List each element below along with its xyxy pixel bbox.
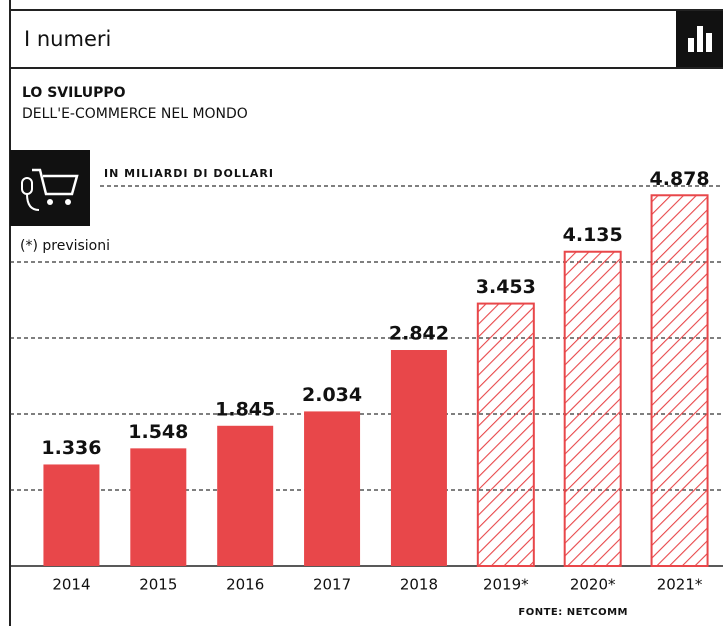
unit-label: IN MILIARDI DI DOLLARI bbox=[104, 167, 274, 180]
chart-subtitle: DELL'E-COMMERCE NEL MONDO bbox=[22, 106, 248, 122]
source: FONTE: NETCOMM bbox=[518, 607, 628, 618]
data-label: 1.336 bbox=[41, 437, 101, 459]
header-icon bbox=[676, 11, 723, 67]
bar bbox=[563, 250, 622, 568]
data-label: 1.548 bbox=[128, 421, 188, 443]
header: I numeri bbox=[24, 27, 111, 51]
bar bbox=[304, 411, 361, 566]
x-tick-label: 2015 bbox=[139, 576, 177, 594]
note: (*) previsioni bbox=[20, 238, 110, 254]
data-label: 2.034 bbox=[302, 384, 362, 406]
data-label: 4.878 bbox=[650, 168, 710, 190]
x-tick-label: 2019* bbox=[483, 576, 529, 594]
x-tick-label: 2014 bbox=[52, 576, 90, 594]
chart-title: LO SVILUPPO bbox=[22, 85, 126, 101]
bar bbox=[217, 425, 274, 566]
bar bbox=[476, 302, 535, 567]
bar bbox=[130, 448, 187, 566]
data-label: 2.842 bbox=[389, 323, 449, 345]
bar bbox=[43, 464, 100, 566]
x-tick-label: 2021* bbox=[657, 576, 703, 594]
cart-icon bbox=[10, 150, 90, 226]
x-tick-label: 2018 bbox=[400, 576, 438, 594]
data-label: 4.135 bbox=[563, 224, 623, 246]
data-label: 3.453 bbox=[476, 276, 536, 298]
bar bbox=[390, 350, 447, 566]
data-label: 1.845 bbox=[215, 398, 275, 420]
x-tick-label: 2017 bbox=[313, 576, 351, 594]
bar bbox=[650, 194, 709, 567]
x-tick-label: 2016 bbox=[226, 576, 264, 594]
x-tick-label: 2020* bbox=[570, 576, 616, 594]
